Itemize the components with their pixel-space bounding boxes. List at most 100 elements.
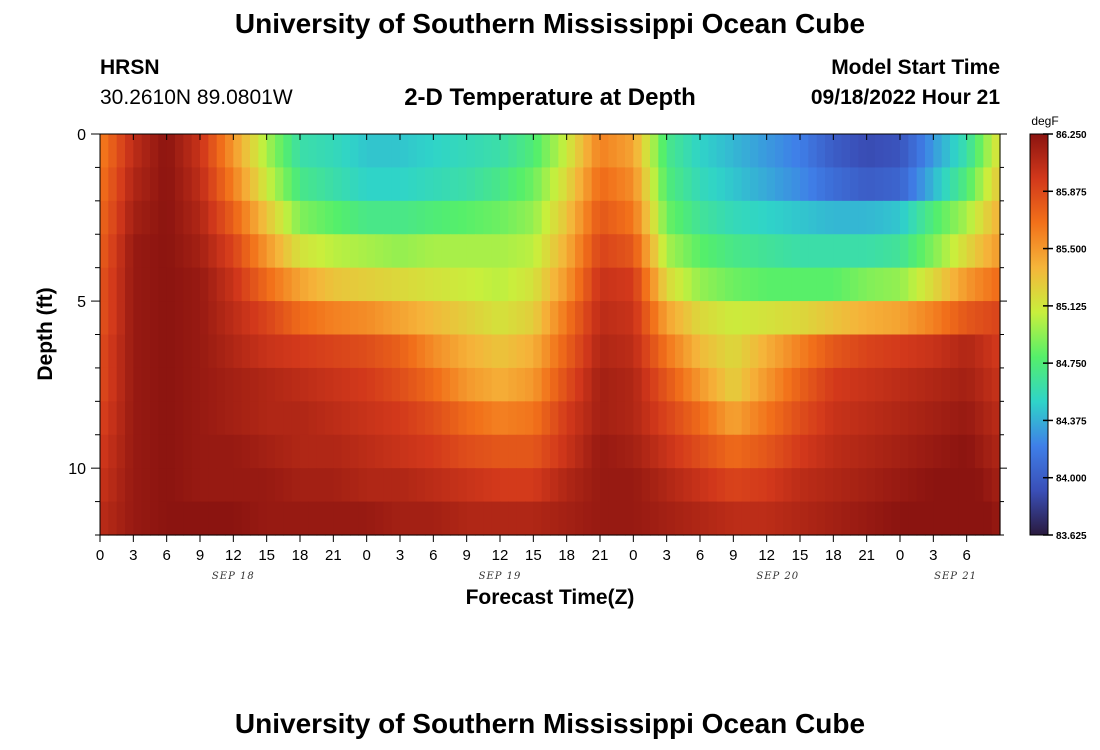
heat-cell [733, 301, 743, 336]
heat-cell [475, 234, 484, 269]
heat-cell [325, 234, 334, 269]
heat-cell [341, 434, 351, 469]
colorbar-tick-label: 84.000 [1056, 474, 1087, 485]
heat-cell [650, 367, 659, 402]
heat-cell [475, 334, 484, 369]
heat-cell [791, 468, 801, 503]
heat-cell [891, 401, 901, 436]
heat-cell [233, 134, 243, 169]
heat-cell [733, 468, 743, 503]
heat-cell [625, 434, 634, 469]
heat-cell [500, 200, 509, 235]
heat-cell [558, 401, 568, 436]
heat-cell [750, 234, 759, 269]
heat-cell [116, 468, 126, 503]
heat-cell [750, 167, 759, 202]
heat-cell [266, 234, 276, 269]
heat-cell [525, 134, 534, 169]
heat-cell [933, 267, 943, 302]
heat-cell [700, 468, 709, 503]
heat-cell [616, 134, 626, 169]
heat-cell [883, 267, 893, 302]
heat-cell [608, 434, 618, 469]
heat-cell [833, 301, 843, 336]
heat-cell [325, 200, 334, 235]
heat-cell [533, 501, 543, 536]
heat-cell [508, 367, 518, 402]
heat-cell [600, 434, 609, 469]
heat-cell [300, 367, 309, 402]
heat-cell [225, 334, 234, 369]
heat-cell [941, 267, 951, 302]
heat-cell [250, 401, 259, 436]
heat-cell [241, 468, 251, 503]
heat-cell [158, 334, 168, 369]
heat-cell [558, 267, 568, 302]
heat-cell [208, 501, 218, 536]
heat-cell [641, 501, 651, 536]
heat-cell [616, 234, 626, 269]
heat-cell [208, 367, 218, 402]
heat-cell [116, 134, 126, 169]
heat-cell [550, 468, 559, 503]
heat-cell [766, 434, 776, 469]
heat-cell [808, 367, 818, 402]
heat-cell [158, 167, 168, 202]
heat-cell [950, 267, 959, 302]
heat-cell [825, 434, 834, 469]
heat-cell [241, 267, 251, 302]
heat-cell [341, 301, 351, 336]
heat-cell [691, 468, 701, 503]
heat-cell [100, 367, 109, 402]
heat-cell [200, 401, 209, 436]
heat-cell [358, 468, 368, 503]
heat-cell [116, 301, 126, 336]
y-axis: 0 5 10 [68, 127, 1007, 536]
x-tick-label: 12 [225, 547, 242, 564]
colorbar-ticks: 86.250 85.875 85.500 85.125 84.750 84.375 84.0… [1043, 130, 1087, 542]
heat-cell [183, 301, 193, 336]
heat-cell [366, 167, 376, 202]
heat-cell [358, 167, 368, 202]
heat-cell [925, 367, 934, 402]
heat-cell [991, 167, 1001, 202]
heat-cell [808, 134, 818, 169]
heat-cell [258, 334, 268, 369]
heat-cell [341, 234, 351, 269]
heat-cell [783, 434, 793, 469]
heat-cell [541, 334, 551, 369]
heat-cell [750, 501, 759, 536]
heat-cell [216, 434, 226, 469]
heat-cell [258, 468, 268, 503]
heat-cell [683, 501, 693, 536]
heat-cell [675, 301, 684, 336]
heat-cell [533, 167, 543, 202]
heat-cell [725, 401, 734, 436]
heat-cell [875, 334, 884, 369]
heat-cell [908, 267, 918, 302]
heat-cell [366, 267, 376, 302]
heat-cell [691, 501, 701, 536]
heat-cell [975, 401, 984, 436]
heat-cell [891, 200, 901, 235]
heat-cell [750, 334, 759, 369]
heat-cell [525, 200, 534, 235]
heat-cell [333, 267, 343, 302]
heat-cell [316, 434, 326, 469]
heat-cell [216, 134, 226, 169]
heat-cell [600, 267, 609, 302]
heat-cell [650, 167, 659, 202]
heat-cell [591, 267, 601, 302]
heat-cell [958, 501, 968, 536]
heat-cell [616, 367, 626, 402]
heat-cell [875, 367, 884, 402]
heat-cell [266, 334, 276, 369]
heat-cell [258, 367, 268, 402]
heat-cell [541, 200, 551, 235]
heat-cell [450, 234, 459, 269]
heat-cell [766, 267, 776, 302]
heat-cell [975, 334, 984, 369]
heat-cell [233, 367, 243, 402]
heat-cell [591, 401, 601, 436]
heat-cell [375, 401, 384, 436]
